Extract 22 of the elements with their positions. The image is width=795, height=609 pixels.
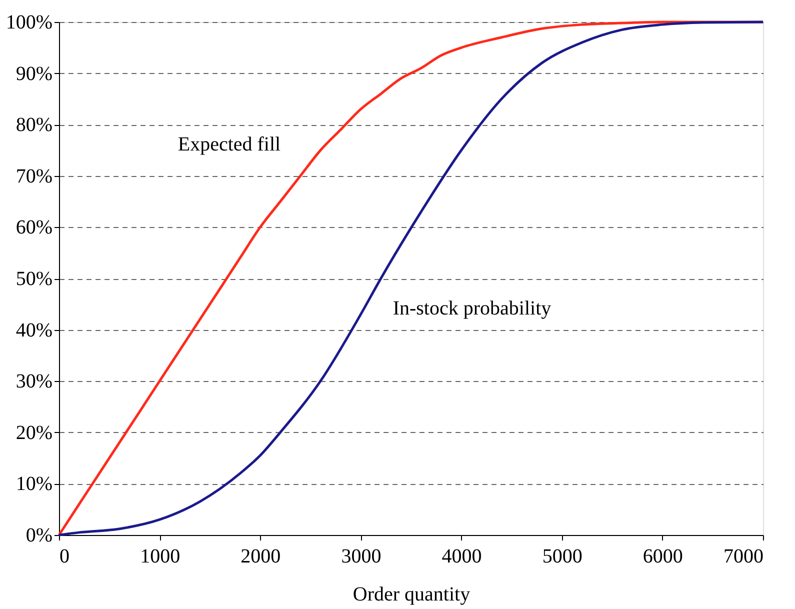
x-tick-label: 5000	[542, 546, 582, 568]
y-tick-label: 10%	[16, 473, 52, 496]
y-tick-label: 40%	[16, 319, 52, 342]
x-tick-label: 2000	[240, 546, 281, 568]
x-tick-label: 1000	[140, 546, 180, 568]
y-tick-label: 50%	[16, 268, 52, 290]
y-tick-label: 100%	[6, 12, 52, 34]
x-tick-label: 0	[60, 546, 70, 568]
y-tick-label: 30%	[16, 370, 52, 393]
x-tick-label: 7000	[724, 546, 764, 568]
y-tick-label: 0%	[26, 524, 52, 546]
y-tick-label: 80%	[16, 114, 52, 136]
x-tick-label: 6000	[642, 546, 683, 568]
series-label: Expected fill	[178, 134, 282, 156]
x-tick-label: 3000	[341, 546, 382, 568]
series-label: In-stock probability	[392, 298, 552, 320]
x-axis-title: Order quantity	[352, 584, 470, 606]
y-tick-label: 70%	[16, 165, 52, 188]
y-tick-label: 20%	[16, 422, 52, 444]
y-tick-label: 60%	[16, 216, 52, 239]
x-tick-label: 4000	[442, 546, 482, 568]
y-tick-label: 90%	[16, 62, 52, 85]
